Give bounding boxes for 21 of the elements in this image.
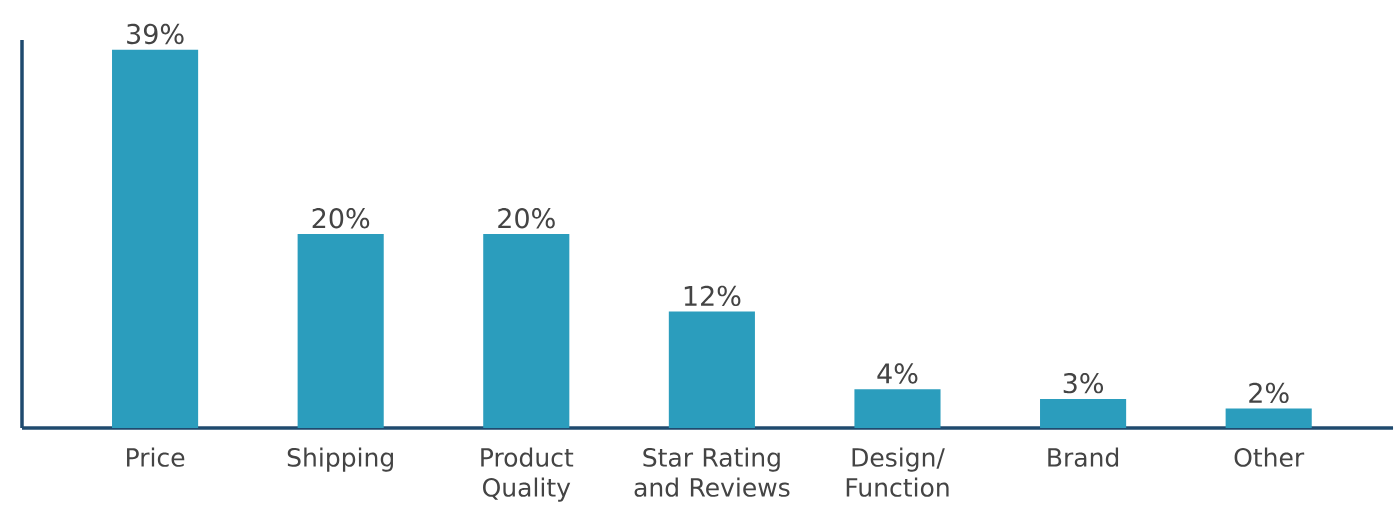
x-tick-label: Star Rating and Reviews	[634, 447, 790, 497]
data-label: 3%	[1063, 372, 1104, 394]
data-label: 4%	[877, 363, 918, 384]
x-tick-label: Brand	[1048, 447, 1119, 467]
data-label: 12%	[684, 285, 741, 307]
bar	[854, 389, 941, 428]
data-label: 2%	[1249, 382, 1289, 404]
x-tick-label: Price	[127, 447, 185, 467]
data-label: 39%	[127, 23, 184, 45]
data-label: 20%	[312, 208, 370, 229]
x-tick-label: Product Quality	[481, 447, 574, 502]
bar	[668, 311, 755, 428]
bar	[483, 234, 570, 428]
bar	[1225, 408, 1312, 428]
bar	[1040, 398, 1127, 428]
bar	[297, 234, 384, 428]
bar	[112, 49, 199, 428]
data-label: 20%	[498, 208, 555, 229]
x-tick-label: Other	[1234, 447, 1305, 467]
x-tick-label: Shipping	[287, 447, 393, 472]
x-tick-label: Design/ Function	[846, 447, 949, 497]
